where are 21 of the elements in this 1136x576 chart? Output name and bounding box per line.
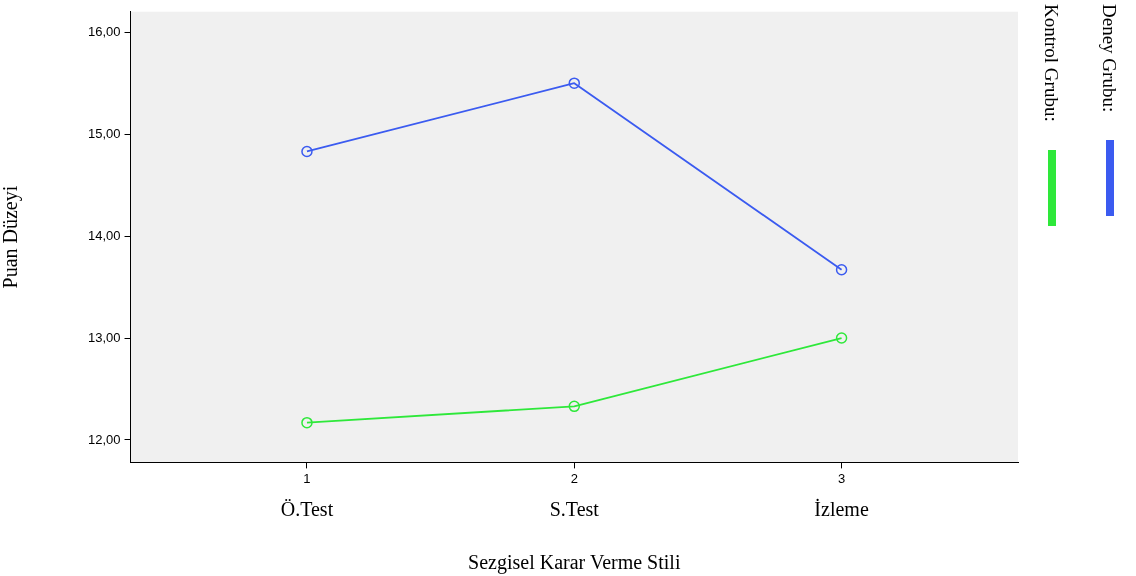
text: Ö.Test <box>280 497 334 520</box>
x-tick-label: 1 <box>303 470 311 486</box>
y-tick-label: 16,00 <box>87 23 121 39</box>
x-axis-title: Sezgisel Karar Verme Stili <box>468 551 681 575</box>
point <box>301 416 313 429</box>
point <box>568 77 581 89</box>
text: Deney Grubu: <box>1098 4 1120 113</box>
x-tick-label: 2 <box>570 470 578 486</box>
x-tick-label: 3 <box>837 470 846 486</box>
text: S.Test <box>549 497 600 520</box>
point <box>835 332 848 344</box>
y-tick-label: 15,00 <box>87 125 121 141</box>
text: İzleme <box>814 497 869 520</box>
point <box>301 145 313 158</box>
text: Kontrol Grubu: <box>1040 4 1062 122</box>
y-axis-title: Puan Düzeyi <box>0 185 23 289</box>
y-tick-label: 14,00 <box>87 227 121 243</box>
point <box>835 263 848 276</box>
y-tick-label: 12,00 <box>87 431 121 447</box>
point <box>568 400 581 413</box>
y-tick-label: 13,00 <box>87 329 121 345</box>
